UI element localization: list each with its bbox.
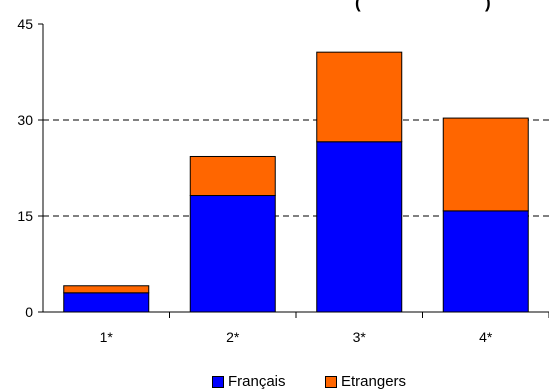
bar-etrangers-4 [442, 117, 529, 212]
bar-francais-2 [189, 195, 276, 313]
y-tick-label-30: 30 [17, 112, 33, 128]
chart-title-fragment: ( ) [355, 0, 491, 12]
legend-item-francais: Français [212, 373, 286, 390]
bar-etrangers-3 [316, 51, 403, 143]
plot-area: 1* 2* 3* 4* 0 15 30 45 [17, 16, 549, 345]
stacked-bar-chart: ( ) 1* 2* 3* 4* 0 15 30 45 [17, 0, 549, 345]
x-tick-label-1: 1* [100, 329, 114, 345]
y-tick-label-15: 15 [17, 208, 33, 224]
title-open-paren: ( [355, 0, 361, 12]
legend-swatch-etrangers [325, 375, 337, 388]
legend-label-etrangers: Etrangers [341, 373, 407, 390]
title-close-paren: ) [485, 0, 491, 12]
bar-francais-3 [316, 141, 403, 313]
bar-etrangers-1 [63, 285, 150, 294]
x-tick-label-2: 2* [226, 329, 240, 345]
legend: Français Etrangers [0, 370, 549, 392]
y-tick-label-45: 45 [17, 16, 33, 32]
legend-label-francais: Français [228, 373, 286, 390]
bar-francais-1 [63, 292, 150, 313]
legend-item-etrangers: Etrangers [325, 373, 406, 390]
bar-francais-4 [442, 210, 529, 313]
x-tick-label-3: 3* [353, 329, 367, 345]
bar-etrangers-2 [189, 155, 276, 197]
legend-swatch-francais [212, 375, 224, 388]
x-tick-label-4: 4* [479, 329, 493, 345]
y-tick-label-0: 0 [25, 304, 33, 320]
